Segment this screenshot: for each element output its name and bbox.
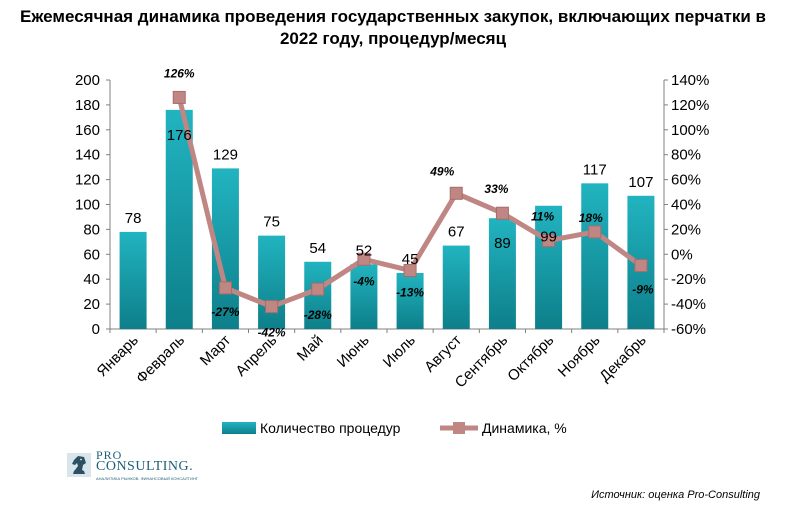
y-left-tick-label: 60 — [83, 246, 100, 263]
dynamics-marker — [588, 225, 602, 239]
dynamics-marker — [634, 259, 648, 273]
chart-title: Ежемесячная динамика проведения государс… — [19, 7, 766, 48]
dynamics-marker — [403, 263, 417, 277]
bar — [350, 264, 378, 329]
dynamics-marker — [311, 282, 325, 296]
x-tick-label: Февраль — [133, 332, 188, 387]
y-right-tick-label: 0% — [671, 246, 693, 263]
bar-value-label: 107 — [628, 174, 653, 191]
bar-value-label: 129 — [213, 146, 238, 163]
y-left-tick-label: 20 — [83, 296, 100, 313]
y-left-tick-label: 40 — [83, 271, 100, 288]
dynamics-marker — [265, 300, 279, 314]
bar-value-label: 52 — [356, 242, 373, 259]
bar — [119, 231, 147, 329]
bar — [535, 205, 563, 329]
x-tick-label: Апрель — [232, 332, 280, 380]
bar-value-label: 67 — [448, 224, 465, 241]
line-value-label: 126% — [164, 66, 195, 80]
line-value-label: 18% — [579, 211, 603, 225]
x-tick-label: Декабрь — [596, 332, 650, 386]
bar-value-label: 117 — [583, 161, 607, 178]
y-right-tick-label: 120% — [671, 97, 709, 114]
line-value-label: 11% — [531, 210, 554, 224]
line-value-label: -9% — [632, 283, 654, 297]
legend-bar-swatch — [222, 422, 256, 434]
logo-tagline: АНАЛИТИКА РЫНКОВ. ФИНАНСОВЫЙ КОНСАЛТИНГ — [96, 476, 198, 481]
pro-consulting-logo: PRO CONSULTING. АНАЛИТИКА РЫНКОВ. ФИНАНС… — [66, 448, 198, 484]
dynamics-marker — [449, 186, 463, 200]
legend-line-marker — [453, 422, 465, 434]
y-left-tick-label: 120 — [75, 172, 100, 189]
line-value-label: 49% — [429, 164, 454, 178]
x-tick-label: Август — [421, 332, 465, 376]
y-right-tick-label: -40% — [671, 296, 706, 313]
dynamics-marker — [218, 281, 232, 295]
bar-value-label: 54 — [309, 240, 326, 257]
y-left-tick-label: 140 — [75, 147, 100, 164]
bar-value-label: 176 — [167, 127, 192, 144]
bar-value-label: 75 — [263, 214, 280, 231]
bar-value-label: 78 — [125, 210, 142, 227]
y-left-tick-label: 80 — [83, 221, 100, 238]
bar-value-label: 89 — [494, 235, 511, 252]
line-value-label: -42% — [258, 326, 286, 340]
x-tick-label: Июнь — [334, 332, 373, 371]
bar — [165, 109, 193, 329]
knight-icon — [67, 453, 91, 477]
y-right-tick-label: 100% — [671, 122, 709, 139]
bar-value-label: 99 — [540, 229, 557, 246]
logo-pro-text: PRO — [96, 448, 123, 462]
legend-bar-label: Количество процедур — [260, 420, 401, 436]
legend-line-label: Динамика, % — [482, 420, 567, 436]
y-right-tick-label: 60% — [671, 172, 701, 189]
bar — [258, 235, 286, 329]
x-tick-label: Март — [197, 332, 234, 369]
dynamics-marker — [357, 252, 371, 266]
x-tick-label: Июль — [380, 332, 419, 371]
line-value-label: 33% — [484, 182, 508, 196]
bar — [581, 183, 609, 329]
y-left-tick-label: 180 — [75, 97, 100, 114]
y-right-tick-label: 80% — [671, 147, 701, 164]
bar-value-label: 45 — [402, 251, 419, 268]
x-tick-label: Май — [294, 332, 327, 365]
line-value-label: -28% — [304, 308, 332, 322]
logo-consulting-text: CONSULTING. — [96, 459, 194, 474]
y-left-tick-label: 0 — [92, 321, 100, 338]
y-right-tick-label: -20% — [671, 271, 706, 288]
line-value-label: -13% — [396, 285, 424, 299]
dynamics-marker — [495, 206, 509, 220]
dynamics-marker — [172, 90, 186, 104]
y-right-tick-label: 20% — [671, 221, 701, 238]
y-left-tick-label: 160 — [75, 122, 100, 139]
x-tick-label: Октябрь — [504, 332, 557, 385]
y-left-tick-label: 100 — [75, 197, 100, 214]
y-right-tick-label: -60% — [671, 321, 706, 338]
bar — [396, 272, 424, 329]
dynamics-marker — [542, 234, 556, 248]
line-value-label: -4% — [353, 274, 375, 288]
bar — [488, 218, 516, 329]
bar — [442, 245, 470, 329]
y-right-tick-label: 40% — [671, 197, 701, 214]
y-right-tick-label: 140% — [671, 72, 709, 89]
line-value-label: -27% — [211, 305, 239, 319]
y-left-tick-label: 200 — [75, 72, 100, 89]
source-note: Источник: оценка Pro-Consulting — [591, 489, 760, 501]
